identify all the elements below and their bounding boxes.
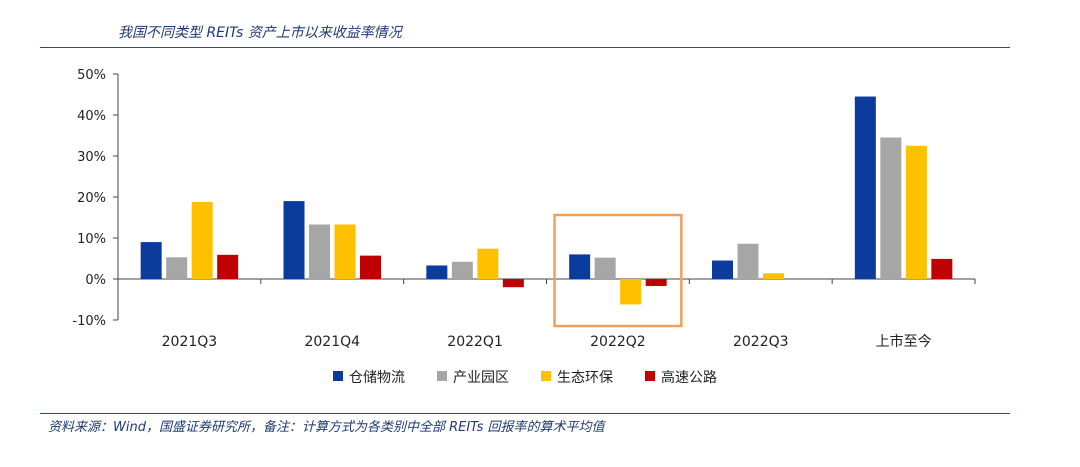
bar-仓储物流-2022Q1 (426, 265, 448, 279)
bar-生态环保-2022Q3 (763, 273, 784, 279)
bar-生态环保-上市至今 (905, 145, 927, 279)
legend-label: 产业园区 (453, 370, 509, 386)
bar-仓储物流-2021Q3 (140, 242, 162, 279)
highlight-box (553, 213, 683, 328)
y-tick-label: 10% (77, 232, 106, 247)
bar-高速公路-上市至今 (931, 258, 953, 279)
x-category-label: 上市至今 (876, 333, 932, 350)
bar-高速公路-2022Q2 (645, 279, 667, 286)
bar-高速公路-2021Q4 (360, 255, 381, 279)
bar-生态环保-2021Q3 (191, 201, 213, 279)
bar-chart: -10% 0% 10% 20% 30% 40% 50% 2021Q3 2021Q4 2022Q1 2… (72, 68, 976, 386)
bar-生态环保-2021Q4 (334, 224, 356, 279)
bar-产业园区-2022Q1 (451, 261, 473, 279)
bar-产业园区-上市至今 (880, 137, 902, 279)
x-category-label: 2021Q3 (162, 334, 218, 350)
y-tick-label: 30% (77, 150, 106, 165)
y-tick-label: 20% (77, 191, 106, 206)
chart-title: 我国不同类型 REITs 资产上市以来收益率情况 (118, 25, 402, 41)
legend-swatch (645, 371, 655, 381)
bar-高速公路-2022Q1 (502, 279, 524, 288)
legend-label: 生态环保 (557, 370, 613, 386)
legend-swatch (541, 371, 551, 381)
bottom-rule (40, 413, 1010, 414)
y-tick-label: 40% (77, 109, 106, 124)
legend-swatch (437, 371, 447, 381)
legend-label: 高速公路 (661, 369, 717, 386)
legend-swatch (333, 371, 343, 381)
x-category-label: 2022Q1 (447, 334, 503, 350)
bar-产业园区-2022Q3 (737, 243, 759, 279)
legend-label: 仓储物流 (349, 370, 405, 386)
bar-生态环保-2022Q2 (620, 279, 642, 305)
x-category-label: 2022Q3 (733, 334, 789, 350)
bar-产业园区-2021Q4 (309, 224, 330, 279)
bar-产业园区-2022Q2 (594, 257, 616, 279)
bar-仓储物流-2022Q2 (569, 254, 591, 279)
x-category-label: 2022Q2 (590, 334, 646, 350)
bar-仓储物流-2022Q3 (712, 260, 733, 279)
top-rule (40, 47, 1010, 48)
x-category-label: 2021Q4 (304, 334, 360, 350)
y-tick-label: -10% (72, 314, 106, 329)
bar-产业园区-2021Q3 (166, 257, 188, 279)
bar-高速公路-2021Q3 (217, 254, 239, 279)
y-tick-label: 50% (77, 68, 106, 83)
source-note: 资料来源：Wind，国盛证券研究所，备注：计算方式为各类别中全部 REITs 回… (48, 420, 605, 435)
bar-仓储物流-2021Q4 (283, 201, 305, 279)
bar-生态环保-2022Q1 (477, 248, 499, 279)
y-tick-label: 0% (85, 273, 106, 288)
bar-仓储物流-上市至今 (854, 96, 876, 279)
